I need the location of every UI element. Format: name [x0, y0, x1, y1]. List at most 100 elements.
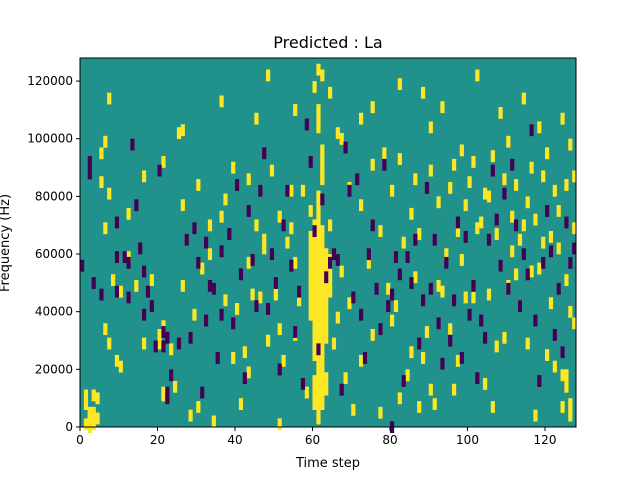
heatmap-cell-high-21: [107, 337, 112, 350]
heatmap-cell-low-74: [378, 323, 383, 336]
heatmap-cell-high-57: [277, 323, 282, 336]
heatmap-cell-low-109: [510, 158, 515, 171]
heatmap-cell-low-93: [448, 334, 453, 347]
heatmap-cell-low-14: [145, 285, 151, 298]
heatmap-cell-low-63: [335, 254, 340, 266]
heatmap-cell-high-27: [149, 274, 154, 287]
heatmap-cell-high-35: [180, 279, 185, 292]
heatmap-cell-high-111: [510, 245, 515, 258]
heatmap-cell-high-191: [448, 181, 453, 194]
heatmap-cell-low-104: [490, 164, 495, 177]
heatmap-cell-low-124: [568, 256, 573, 269]
heatmap-cell-low-39: [242, 372, 247, 385]
heatmap-cell-high-159: [545, 147, 550, 160]
heatmap-cell-high-90: [417, 401, 422, 413]
heatmap-cell-high-203: [541, 170, 546, 183]
heatmap-cell-low-19: [165, 331, 170, 344]
heatmap-cell-low-56: [308, 156, 313, 168]
heatmap-cell-low-28: [200, 386, 205, 399]
heatmap-cell-low-42: [254, 300, 259, 312]
heatmap-cell-low-29: [204, 236, 209, 249]
heatmap-cell-high-140: [370, 101, 375, 114]
heatmap-cell-low-5: [114, 251, 120, 263]
y-tick-label-20000: 20000: [35, 362, 73, 376]
heatmap-cell-high-51: [254, 219, 259, 232]
heatmap-cell-low-22: [169, 369, 174, 382]
heatmap-cell-high-108: [494, 340, 499, 353]
heatmap-cell-low-57: [312, 225, 317, 238]
heatmap-cell-high-83: [390, 314, 395, 327]
heatmap-cell-low-9: [130, 138, 135, 151]
heatmap-cell-high-40: [207, 248, 213, 261]
heatmap-cell-high-173: [246, 173, 251, 186]
heatmap-cell-low-3: [91, 277, 96, 289]
heatmap-cell-high-105: [483, 377, 488, 390]
heatmap-cell-high-82: [386, 282, 391, 295]
heatmap-cell-high-145: [428, 121, 433, 134]
heatmap-cell-high-175: [277, 210, 282, 223]
heatmap-cell-high-207: [572, 222, 577, 235]
heatmap-cell-high-97: [444, 248, 449, 261]
heatmap-cell-high-150: [475, 69, 480, 82]
y-tick-label-120000: 120000: [27, 74, 73, 88]
heatmap-cell-low-87: [424, 181, 430, 194]
heatmap-cell-high-85: [397, 392, 402, 405]
heatmap-cell-high-60: [285, 236, 290, 249]
heatmap-cell-high-129: [176, 127, 182, 140]
x-tick-label-80: 80: [382, 433, 397, 447]
heatmap-cell-high-148: [459, 144, 464, 157]
heatmap-cell-low-99: [471, 279, 476, 292]
heatmap-cell-high-136: [320, 69, 325, 82]
heatmap-cell-high-104: [475, 222, 480, 235]
heatmap-cell-high-2: [91, 389, 96, 402]
heatmap-cell-high-163: [572, 170, 577, 183]
heatmap-band-2: [316, 190, 321, 425]
heatmap-cell-high-195: [479, 216, 484, 229]
heatmap-cell-high-133: [293, 104, 298, 116]
heatmap-cell-low-103: [486, 233, 492, 246]
heatmap-cell-low-24: [184, 233, 189, 246]
heatmap-cell-low-38: [238, 268, 244, 281]
heatmap-cell-high-88: [409, 346, 414, 359]
heatmap-band-6: [312, 375, 317, 411]
heatmap-cell-low-122: [560, 346, 565, 359]
heatmap-cell-high-86: [401, 236, 406, 249]
heatmap-cell-high-98: [448, 323, 453, 336]
heatmap-cell-high-180: [339, 132, 344, 145]
heatmap-cell-high-168: [180, 199, 185, 212]
heatmap-cell-high-187: [409, 207, 414, 220]
heatmap-cell-high-66: [304, 386, 309, 399]
heatmap-cell-low-84: [413, 233, 418, 246]
heatmap-cell-high-128: [180, 124, 185, 137]
heatmap-cell-high-190: [436, 196, 441, 209]
heatmap-cell-high-189: [428, 164, 433, 177]
heatmap-cell-low-12: [142, 265, 147, 278]
heatmap-cell-high-153: [498, 107, 503, 119]
heatmap-band-9: [316, 104, 321, 134]
heatmap-cell-high-166: [142, 170, 147, 183]
heatmap-cell-high-200: [517, 233, 523, 246]
heatmap-cell-high-6: [95, 412, 100, 425]
heatmap-cell-low-50: [285, 184, 290, 197]
heatmap-cell-high-19: [99, 176, 104, 189]
heatmap-cell-high-132: [266, 69, 271, 82]
heatmap-band-8: [320, 144, 325, 186]
heatmap-cell-low-59: [320, 193, 325, 206]
heatmap-cell-low-125: [572, 242, 577, 255]
heatmap-cell-high-75: [343, 372, 348, 385]
heatmap-cell-high-76: [347, 297, 352, 310]
heatmap-cell-high-20: [111, 274, 116, 287]
heatmap-cell-low-107: [502, 187, 507, 200]
heatmap-cell-high-164: [107, 187, 112, 200]
heatmap-cell-high-62: [293, 256, 298, 269]
heatmap-cell-high-28: [157, 328, 162, 341]
heatmap-cell-high-208: [103, 323, 108, 336]
heatmap-cell-low-47: [273, 277, 278, 289]
heatmap-cell-low-18: [161, 326, 166, 338]
heatmap-cell-high-174: [262, 233, 267, 246]
heatmap-cell-low-62: [331, 248, 337, 261]
heatmap-cell-high-196: [486, 190, 492, 203]
heatmap-cell-low-86: [421, 294, 426, 307]
heatmap-cell-low-126: [114, 285, 120, 298]
heatmap-cell-low-55: [304, 118, 309, 131]
